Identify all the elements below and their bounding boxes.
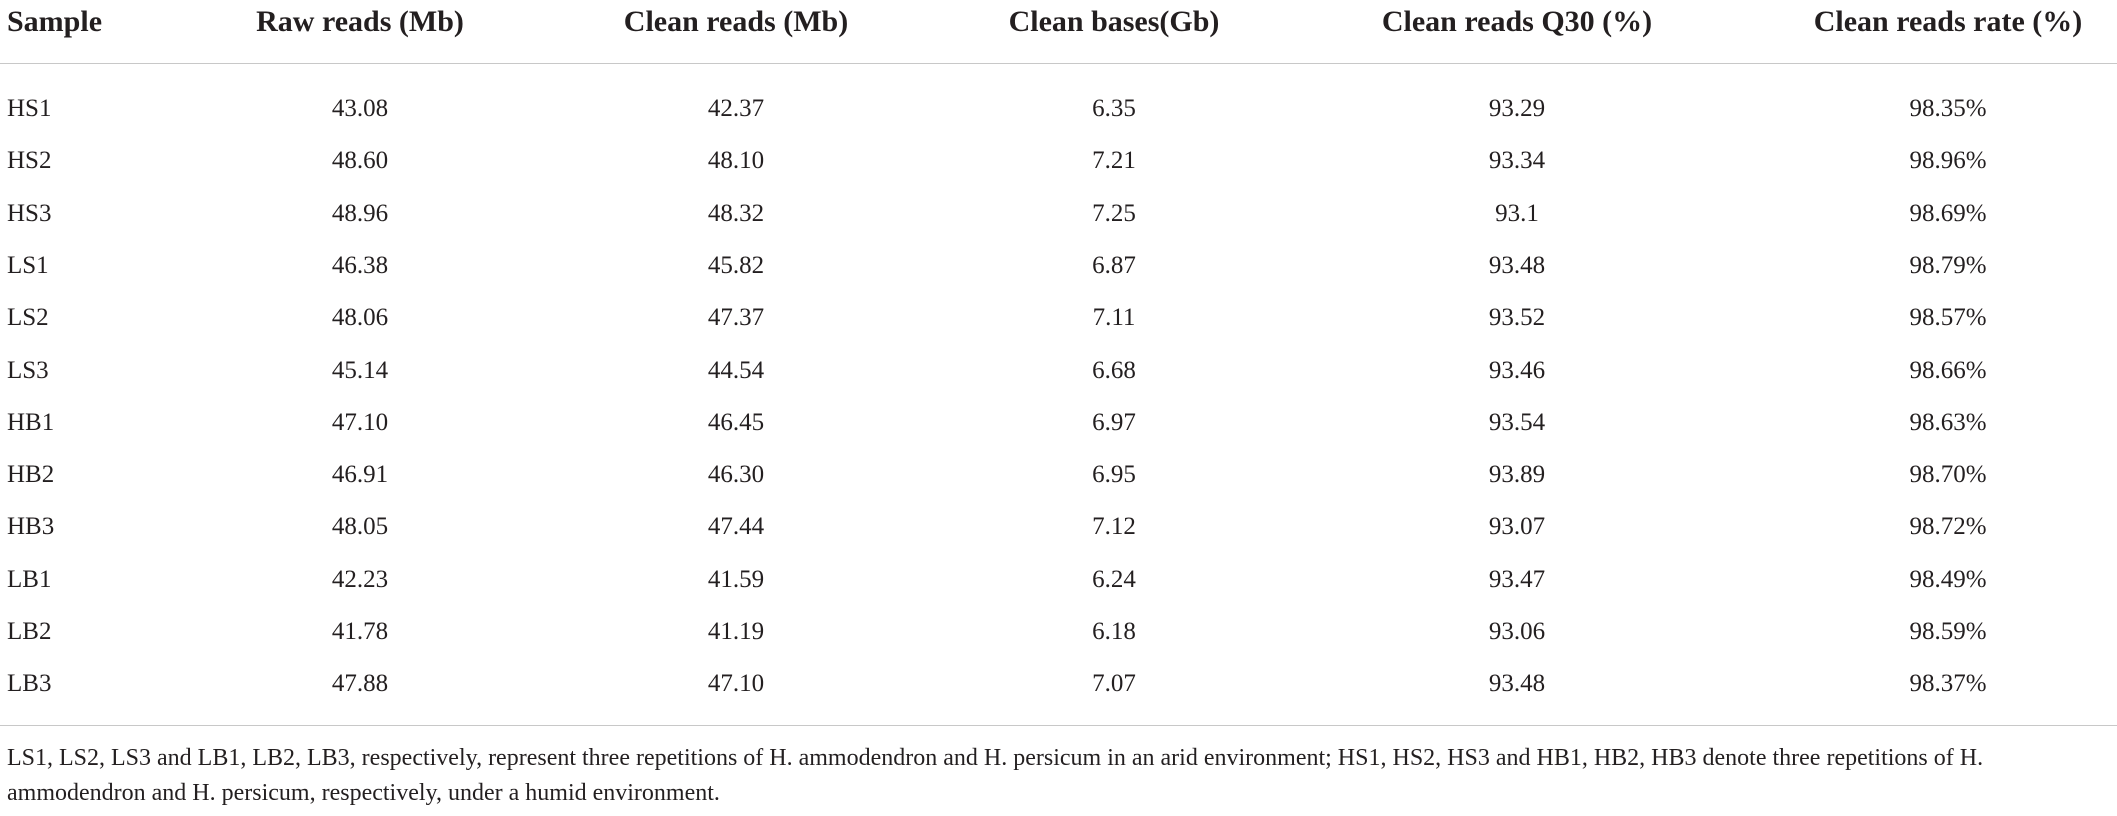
row-label: HB2 (7, 461, 55, 489)
cell-value: 93.46 (1488, 356, 1546, 384)
row-label: LS1 (7, 251, 49, 279)
cell-value: 48.10 (707, 147, 765, 175)
cell-value: 7.12 (1092, 513, 1136, 541)
cell-value: 48.05 (331, 513, 389, 541)
cell-value: 98.63% (1909, 408, 1987, 436)
cell-value: 48.32 (707, 199, 765, 227)
cell-value: 45.14 (331, 356, 389, 384)
row-label: LS2 (7, 304, 49, 332)
cell-value: 93.54 (1488, 408, 1546, 436)
cell-value: 6.87 (1092, 251, 1136, 279)
cell-value: 48.96 (331, 199, 389, 227)
row-label: HB1 (7, 408, 55, 436)
cell-value: 7.07 (1092, 670, 1136, 698)
cell-value: 93.89 (1488, 461, 1546, 489)
cell-value: 98.72% (1909, 513, 1987, 541)
column-header: Clean bases(Gb) (1008, 5, 1220, 38)
cell-value: 48.60 (331, 147, 389, 175)
cell-value: 98.79% (1909, 251, 1987, 279)
cell-value: 93.1 (1495, 199, 1539, 227)
cell-value: 7.11 (1092, 304, 1136, 332)
cell-value: 7.25 (1092, 199, 1136, 227)
cell-value: 46.30 (707, 461, 765, 489)
cell-value: 98.37% (1909, 670, 1987, 698)
cell-value: 98.70% (1909, 461, 1987, 489)
cell-value: 6.97 (1092, 408, 1136, 436)
cell-value: 47.37 (707, 304, 765, 332)
cell-value: 98.59% (1909, 618, 1987, 645)
row-label: HB3 (7, 513, 55, 541)
cell-value: 6.95 (1092, 461, 1136, 489)
row-label: LB1 (7, 565, 52, 593)
cell-value: 98.49% (1909, 565, 1987, 593)
cell-value: 93.47 (1488, 565, 1546, 593)
cell-value: 42.37 (707, 95, 765, 122)
row-label: LB2 (7, 618, 52, 645)
cell-value: 98.57% (1909, 304, 1987, 332)
cell-value: 46.91 (331, 461, 389, 489)
cell-value: 6.24 (1092, 565, 1136, 593)
cell-value: 43.08 (331, 95, 389, 122)
cell-value: 93.48 (1488, 251, 1546, 279)
cell-value: 41.59 (707, 565, 765, 593)
cell-value: 6.35 (1092, 95, 1136, 122)
cell-value: 93.06 (1488, 618, 1546, 645)
cell-value: 98.96% (1909, 147, 1987, 175)
cell-value: 45.82 (707, 251, 765, 279)
cell-value: 48.06 (331, 304, 389, 332)
cell-value: 98.69% (1909, 199, 1987, 227)
cell-value: 93.52 (1488, 304, 1546, 332)
footnote: LS1, LS2, LS3 and LB1, LB2, LB3, respect… (7, 745, 1984, 806)
cell-value: 41.19 (707, 618, 765, 645)
cell-value: 41.78 (331, 618, 389, 645)
cell-value: 47.10 (331, 408, 389, 436)
cell-value: 42.23 (331, 565, 389, 593)
column-header: Clean reads Q30 (%) (1381, 5, 1653, 38)
cell-value: 47.44 (707, 513, 765, 541)
column-header: Clean reads rate (%) (1813, 5, 2083, 38)
cell-value: 7.21 (1092, 147, 1136, 175)
cell-value: 98.35% (1909, 95, 1987, 122)
column-header: Raw reads (Mb) (256, 5, 464, 38)
header-rule (0, 63, 2117, 64)
row-label: LB3 (7, 670, 52, 698)
cell-value: 93.34 (1488, 147, 1546, 175)
cell-value: 44.54 (707, 356, 765, 384)
column-header: Sample (7, 5, 103, 38)
bottom-rule (0, 725, 2117, 726)
cell-value: 46.45 (707, 408, 765, 436)
row-label: HS2 (7, 147, 52, 175)
row-label: LS3 (7, 356, 49, 384)
cell-value: 93.29 (1488, 95, 1546, 122)
row-label: HS1 (7, 95, 52, 122)
cell-value: 93.07 (1488, 513, 1546, 541)
row-label: HS3 (7, 199, 52, 227)
cell-value: 98.66% (1909, 356, 1987, 384)
cell-value: 6.68 (1092, 356, 1136, 384)
cell-value: 93.48 (1488, 670, 1546, 698)
cell-value: 6.18 (1092, 618, 1136, 645)
cell-value: 47.10 (707, 670, 765, 698)
cell-value: 47.88 (331, 670, 389, 698)
column-header: Clean reads (Mb) (623, 5, 849, 38)
cell-value: 46.38 (331, 251, 389, 279)
